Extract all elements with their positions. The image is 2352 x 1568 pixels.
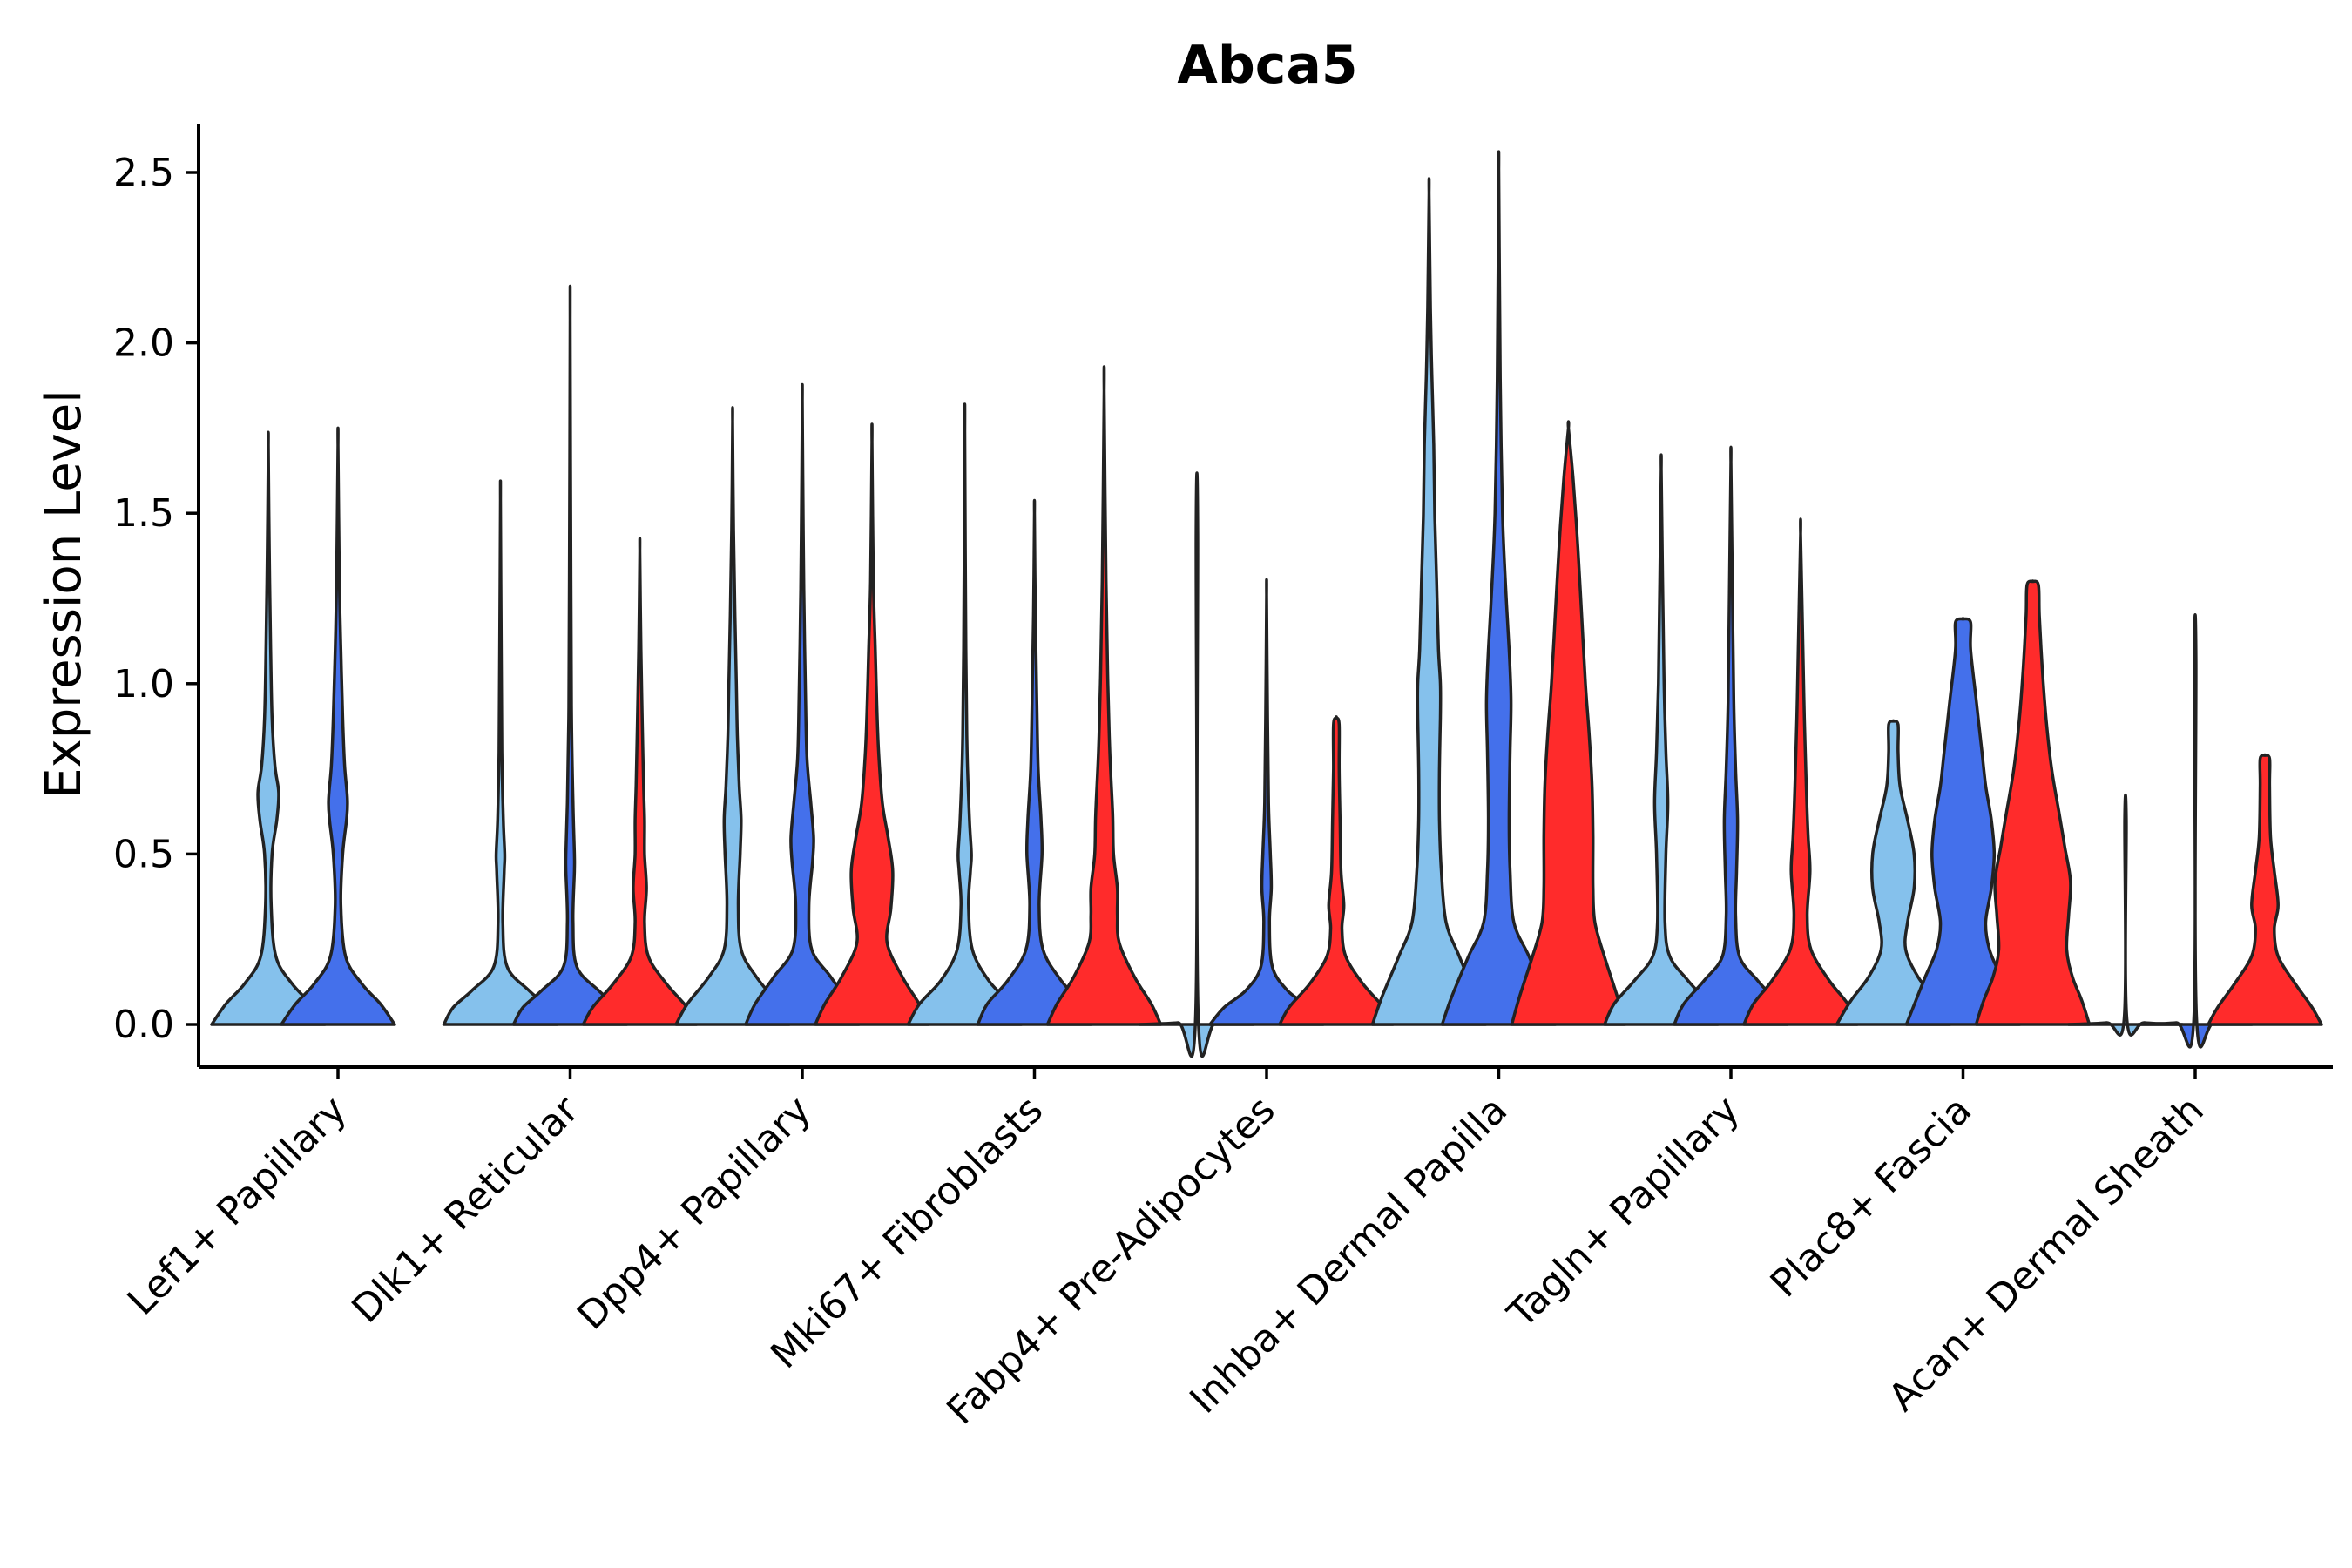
y-tick-label: 1.5 [113, 491, 174, 536]
violin-condition-3 [814, 422, 930, 1026]
y-tick-label: 2.5 [113, 151, 174, 195]
violin-condition-1 [210, 430, 327, 1026]
violin-condition-2 [2137, 613, 2254, 1049]
y-tick-label: 0.5 [113, 832, 174, 876]
violin-condition-3 [581, 537, 699, 1026]
y-axis-ticks: 0.0 0.5 1.0 1.5 2.0 2.5 [113, 151, 199, 1047]
violin-condition-3 [1742, 517, 1859, 1026]
violin-condition-1 [1835, 719, 1952, 1026]
violin-condition-2 [744, 382, 861, 1026]
violins-layer [210, 150, 2323, 1058]
violin-condition-1 [906, 402, 1024, 1026]
violin-condition-3 [1278, 715, 1395, 1026]
violin-condition-3 [2207, 753, 2323, 1026]
x-tick-label: Dpp4+ Papillary [569, 1088, 820, 1339]
y-tick-label: 1.0 [113, 662, 174, 706]
violin-condition-2 [1673, 445, 1789, 1026]
violin-condition-1 [2067, 794, 2184, 1037]
violin-condition-2 [511, 285, 629, 1026]
violin-condition-1 [1139, 471, 1255, 1058]
x-tick-label: Dlk1+ Reticular [343, 1087, 588, 1332]
x-tick-label: Lef1+ Papillary [119, 1088, 355, 1324]
violin-condition-3 [1045, 365, 1163, 1026]
violin-condition-1 [1603, 453, 1720, 1026]
y-tick-label: 0.0 [113, 1003, 174, 1047]
y-axis-label: Expression Level [36, 389, 92, 799]
violin-condition-2 [1904, 617, 2022, 1026]
violin-condition-1 [1370, 177, 1488, 1026]
x-tick-label: Tagln+ Papillary [1499, 1088, 1748, 1337]
violin-condition-3 [1510, 420, 1627, 1026]
y-tick-label: 2.0 [113, 321, 174, 366]
x-tick-label: Plac8+ Fascia [1762, 1088, 1981, 1307]
violin-condition-2 [1208, 578, 1325, 1026]
violin-condition-2 [1440, 150, 1558, 1026]
violin-condition-2 [976, 498, 1093, 1026]
violin-condition-1 [442, 479, 559, 1026]
violin-condition-1 [674, 406, 791, 1026]
chart-title: Abca5 [1177, 35, 1357, 96]
violin-condition-3 [1974, 579, 2092, 1026]
violin-condition-2 [280, 426, 396, 1026]
